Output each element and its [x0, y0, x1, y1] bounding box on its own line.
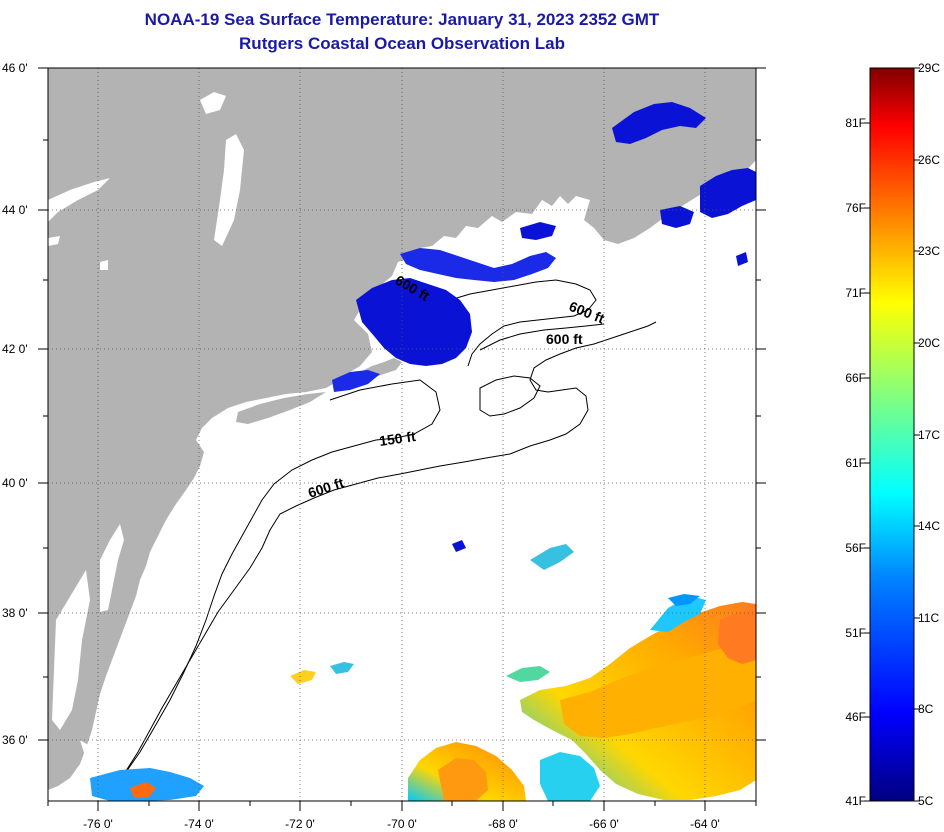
lat-tick-label: 44 0'	[2, 203, 28, 217]
colorbar-fahrenheit-label: 56F	[845, 541, 866, 555]
colorbar-celsius-label: 26C	[918, 153, 940, 167]
colorbar-celsius-label: 29C	[918, 61, 940, 75]
sst-gulf-stream	[90, 540, 756, 801]
colorbar-celsius-label: 11C	[918, 611, 939, 625]
inland-water	[48, 92, 244, 780]
colorbar-fahrenheit-label: 66F	[845, 371, 866, 385]
colorbar: 29C 26C 23C 20C 17C 14C 11C 8C 5C 81F 76…	[845, 61, 940, 808]
lat-tick-label: 40 0'	[2, 476, 28, 490]
lat-tick-label: 42 0'	[2, 342, 28, 356]
lon-tick-label: -66 0'	[589, 817, 619, 831]
contour-600ft-gom-2	[479, 323, 605, 351]
map-body: 600 ft 600 ft 600 ft 150 ft 600 ft	[48, 68, 756, 801]
colorbar-fahrenheit-label: 51F	[845, 626, 866, 640]
colorbar-fahrenheit-label: 41F	[845, 794, 866, 808]
colorbar-fahrenheit-label: 61F	[845, 456, 866, 470]
contour-600ft-shelf	[123, 469, 421, 775]
contour-label-150ft: 150 ft	[378, 428, 417, 449]
lon-tick-label: -70 0'	[387, 817, 417, 831]
map-title: NOAA-19 Sea Surface Temperature: January…	[144, 10, 660, 29]
contour-600ft-gom	[449, 279, 597, 367]
colorbar-fahrenheit-label: 76F	[845, 201, 866, 215]
lat-tick-label: 46 0'	[2, 61, 28, 75]
axis-ticks	[38, 67, 766, 811]
lon-tick-label: -72 0'	[285, 817, 315, 831]
land-nova-scotia	[594, 68, 756, 244]
lat-tick-label: 36 0'	[2, 733, 28, 747]
colorbar-celsius-label: 14C	[918, 519, 940, 533]
lon-tick-label: -76 0'	[83, 817, 113, 831]
bathymetry-contours	[123, 279, 657, 775]
contour-600ft-shelfbreak	[419, 321, 657, 471]
land-long-island	[236, 392, 326, 424]
colorbar-gradient	[869, 67, 915, 802]
lat-tick-label: 38 0'	[2, 606, 28, 620]
colorbar-celsius-label: 20C	[918, 336, 940, 350]
lon-tick-label: -68 0'	[488, 817, 518, 831]
colorbar-celsius-label: 17C	[918, 428, 940, 442]
colorbar-fahrenheit-label: 81F	[845, 116, 866, 130]
contour-georges-shoal	[479, 375, 541, 417]
sst-coastal-cold	[332, 102, 756, 392]
map-subtitle: Rutgers Coastal Ocean Observation Lab	[239, 34, 565, 53]
colorbar-celsius-label: 8C	[918, 702, 934, 716]
lon-tick-label: -64 0'	[690, 817, 720, 831]
lon-tick-label: -74 0'	[184, 817, 214, 831]
land-mainland	[48, 68, 756, 790]
colorbar-celsius-label: 23C	[918, 244, 940, 258]
colorbar-celsius-label: 5C	[918, 794, 934, 808]
contour-label-georges: 600 ft	[546, 331, 583, 347]
colorbar-fahrenheit-label: 71F	[845, 286, 866, 300]
contour-150ft	[125, 379, 441, 773]
colorbar-fahrenheit-label: 46F	[845, 710, 866, 724]
